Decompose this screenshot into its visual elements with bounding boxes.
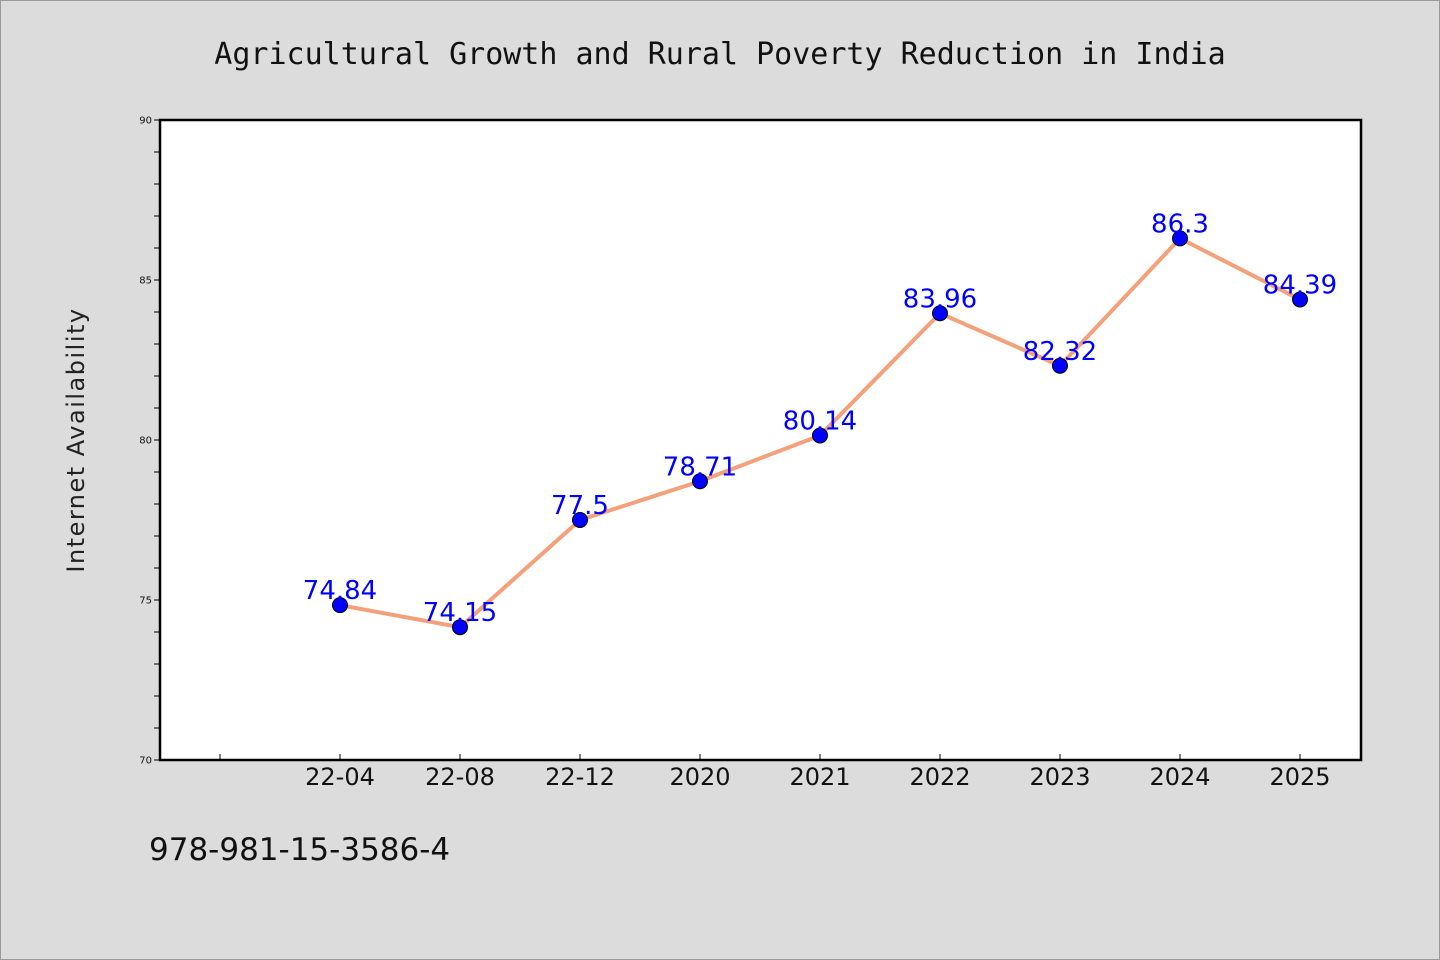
plot-area bbox=[158, 118, 1363, 762]
x-axis: 22-04 22-08 22-12 2020 2021 2022 2023 2024 2025 bbox=[219, 754, 1331, 791]
data-point bbox=[572, 512, 588, 528]
data-label: 82.32 bbox=[1023, 337, 1097, 367]
y-tick-label: 75 bbox=[139, 596, 152, 607]
x-tick-label: 22-12 bbox=[545, 763, 615, 791]
data-labels-group: 74.84 74.15 77.5 78.71 80.14 83.96 82.32 86.3 84… bbox=[303, 209, 1337, 628]
data-label: 74.84 bbox=[303, 576, 377, 606]
x-tick-label: 2020 bbox=[669, 763, 730, 791]
y-tick-label: 90 bbox=[139, 116, 152, 127]
data-point bbox=[1052, 357, 1068, 374]
data-label: 80.14 bbox=[783, 407, 857, 437]
data-label: 74.15 bbox=[423, 598, 497, 628]
y-axis-label: Internet Availability bbox=[62, 307, 90, 572]
x-tick-label: 2021 bbox=[789, 763, 850, 791]
data-point bbox=[812, 427, 828, 444]
y-tick-label: 80 bbox=[139, 436, 152, 447]
x-tick-label: 2023 bbox=[1029, 763, 1090, 791]
data-point bbox=[932, 305, 948, 322]
data-point bbox=[332, 597, 348, 614]
x-tick-label: 22-04 bbox=[305, 763, 375, 791]
x-tick-label: 2022 bbox=[909, 763, 970, 791]
chart-title: Agricultural Growth and Rural Poverty Re… bbox=[214, 37, 1225, 72]
data-point bbox=[1292, 291, 1308, 308]
x-tick-label: 2024 bbox=[1149, 763, 1210, 791]
data-point bbox=[1172, 230, 1188, 247]
x-tick-label: 2025 bbox=[1269, 763, 1330, 791]
y-tick-label: 70 bbox=[139, 756, 152, 767]
isbn-footer: 978-981-15-3586-4 bbox=[149, 832, 451, 868]
data-label: 77.5 bbox=[551, 491, 609, 521]
series-line-group bbox=[332, 230, 1308, 636]
x-tick-label: 22-08 bbox=[425, 763, 495, 791]
data-label: 83.96 bbox=[903, 284, 977, 314]
data-point bbox=[452, 619, 468, 636]
data-point bbox=[692, 473, 708, 490]
y-tick-label: 85 bbox=[139, 276, 152, 287]
data-label: 86.3 bbox=[1151, 209, 1209, 239]
data-label: 84.39 bbox=[1263, 271, 1337, 301]
data-label: 78.71 bbox=[663, 452, 737, 482]
y-axis: 70 75 80 85 90 bbox=[139, 116, 160, 767]
